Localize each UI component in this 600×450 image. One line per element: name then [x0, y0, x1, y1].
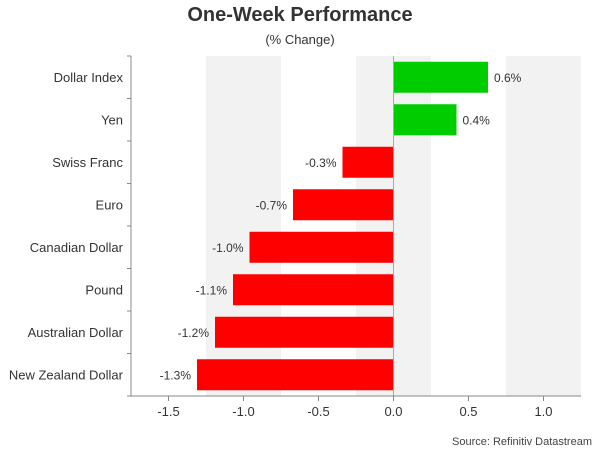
x-tick-label: -1.0 — [232, 404, 254, 419]
bar-euro — [293, 189, 394, 221]
x-tick-label: -0.5 — [307, 404, 329, 419]
category-label: Canadian Dollar — [30, 240, 124, 255]
source-note: Source: Refinitiv Datastream — [452, 436, 592, 448]
data-label: 0.4% — [463, 113, 491, 127]
data-label: -1.0% — [212, 241, 244, 255]
category-label: Yen — [101, 112, 123, 127]
data-label: -1.1% — [196, 283, 228, 297]
data-label: -1.3% — [160, 368, 192, 382]
x-tick-label: 0.5 — [459, 404, 477, 419]
bar-swiss-franc — [342, 146, 394, 178]
x-tick-label: 1.0 — [534, 404, 552, 419]
bar-canadian-dollar — [249, 231, 394, 263]
category-label: Euro — [96, 197, 123, 212]
x-tick-label: 0.0 — [384, 404, 402, 419]
bar-dollar-index — [393, 61, 488, 93]
bar-pound — [233, 274, 394, 306]
chart-title: One-Week Performance — [187, 4, 413, 26]
data-label: -1.2% — [178, 326, 210, 340]
x-tick-label: -1.5 — [157, 404, 179, 419]
bar-australian-dollar — [215, 316, 394, 348]
category-label: Dollar Index — [54, 70, 124, 85]
bar-new-zealand-dollar — [197, 359, 394, 391]
data-label: 0.6% — [494, 71, 522, 85]
category-label: Swiss Franc — [52, 155, 123, 170]
bars-group — [197, 61, 488, 391]
data-label: -0.7% — [256, 198, 288, 212]
axes-group — [127, 55, 581, 401]
category-label: Australian Dollar — [28, 325, 124, 340]
data-label: -0.3% — [305, 156, 337, 170]
labels-group: Dollar Index 0.6% Yen 0.4% Swiss Franc -0.3% E… — [9, 70, 553, 419]
category-label: New Zealand Dollar — [9, 367, 124, 382]
grid-band — [506, 56, 581, 396]
category-label: Pound — [85, 282, 123, 297]
bar-yen — [393, 104, 457, 136]
chart-subtitle: (% Change) — [265, 32, 335, 47]
